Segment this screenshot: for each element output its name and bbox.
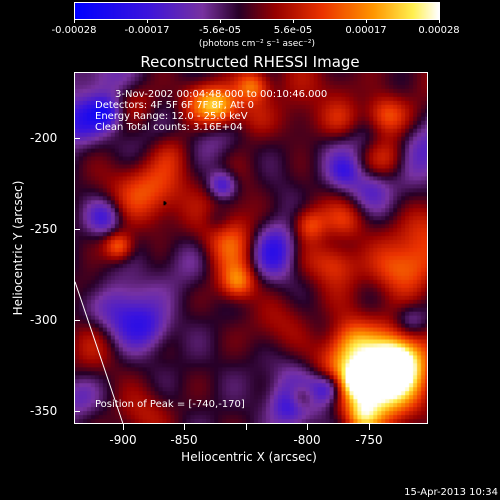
colorbar-tick-label: 0.00017 (345, 25, 387, 36)
x-tick-label: -800 (293, 433, 321, 447)
y-tick-label: -200 (30, 131, 58, 145)
x-tick-label: -900 (109, 433, 137, 447)
peak-position-annotation: Position of Peak = [-740,-170] (95, 399, 245, 410)
colorbar (74, 2, 440, 20)
timestamp: 15-Apr-2013 10:34 (404, 487, 498, 498)
colorbar-units: (photons cm⁻² s⁻¹ asec⁻²) (198, 39, 316, 49)
chart-title: Reconstructed RHESSI Image (140, 53, 360, 71)
colorbar-tick-label: -5.6e-05 (199, 25, 241, 36)
y-axis-label: Heliocentric Y (arcsec) (11, 180, 25, 316)
y-tick-label: -350 (30, 404, 58, 418)
heatmap-image (75, 73, 427, 423)
colorbar-gradient (75, 3, 439, 19)
y-tick-label: -300 (30, 313, 58, 327)
y-tick-label: -250 (30, 222, 58, 236)
solar-limb-line (75, 201, 167, 423)
detectors-annotation: Detectors: 4F 5F 6F 7F 8F, Att 0 (95, 100, 255, 111)
colorbar-tick-label: -0.00017 (124, 25, 170, 36)
colorbar-tick-label: 0.00028 (418, 25, 460, 36)
clean-annotation: Clean Total counts: 3.16E+04 (95, 122, 243, 133)
energy-range-annotation: Energy Range: 12.0 - 25.0 keV (95, 111, 248, 122)
x-tick-label: -750 (355, 433, 383, 447)
time-range-annotation: 3-Nov-2002 00:04:48.000 to 00:10:46.000 (115, 89, 328, 100)
x-tick-label: -850 (170, 433, 198, 447)
x-axis-label: Heliocentric X (arcsec) (181, 450, 317, 464)
colorbar-tick-label: 5.6e-05 (273, 25, 313, 36)
colorbar-tick-label: -0.00028 (51, 25, 97, 36)
heatmap-plot-area: 3-Nov-2002 00:04:48.000 to 00:10:46.000 … (74, 72, 428, 424)
